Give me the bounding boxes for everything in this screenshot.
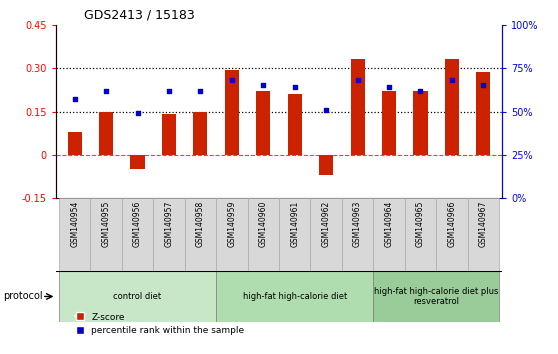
Bar: [216, 271, 373, 322]
Bar: [413, 91, 427, 155]
Point: [479, 82, 488, 88]
Bar: [90, 198, 122, 271]
Point: [322, 107, 331, 113]
Legend: Z-score, percentile rank within the sample: Z-score, percentile rank within the samp…: [71, 309, 248, 339]
Text: control diet: control diet: [113, 292, 162, 301]
Bar: [373, 198, 405, 271]
Bar: [225, 70, 239, 155]
Point: [290, 84, 299, 90]
Text: GDS2413 / 15183: GDS2413 / 15183: [84, 8, 194, 21]
Point: [133, 110, 142, 116]
Bar: [445, 59, 459, 155]
Bar: [185, 198, 216, 271]
Bar: [193, 112, 208, 155]
Bar: [382, 91, 396, 155]
Bar: [59, 198, 90, 271]
Bar: [162, 114, 176, 155]
Text: GSM140964: GSM140964: [384, 200, 393, 247]
Text: GSM140965: GSM140965: [416, 200, 425, 247]
Bar: [287, 94, 302, 155]
Point: [353, 78, 362, 83]
Text: GSM140954: GSM140954: [70, 200, 79, 247]
Bar: [310, 198, 342, 271]
Bar: [350, 59, 365, 155]
Bar: [373, 271, 499, 322]
Bar: [405, 198, 436, 271]
Text: high-fat high-calorie diet plus
resveratrol: high-fat high-calorie diet plus resverat…: [374, 287, 498, 306]
Point: [227, 78, 236, 83]
Point: [448, 78, 456, 83]
Bar: [122, 198, 153, 271]
Text: GSM140960: GSM140960: [259, 200, 268, 247]
Bar: [477, 73, 490, 155]
Bar: [153, 198, 185, 271]
Bar: [59, 271, 216, 322]
Bar: [436, 198, 468, 271]
Text: GSM140956: GSM140956: [133, 200, 142, 247]
Text: GSM140959: GSM140959: [227, 200, 237, 247]
Bar: [468, 198, 499, 271]
Point: [384, 84, 393, 90]
Text: GSM140962: GSM140962: [321, 200, 331, 247]
Point: [259, 82, 268, 88]
Text: GSM140963: GSM140963: [353, 200, 362, 247]
Point: [165, 88, 174, 93]
Text: GSM140966: GSM140966: [448, 200, 456, 247]
Text: GSM140961: GSM140961: [290, 200, 299, 247]
Text: GSM140955: GSM140955: [102, 200, 110, 247]
Text: GSM140967: GSM140967: [479, 200, 488, 247]
Text: protocol: protocol: [3, 291, 42, 302]
Text: high-fat high-calorie diet: high-fat high-calorie diet: [243, 292, 347, 301]
Bar: [342, 198, 373, 271]
Bar: [279, 198, 310, 271]
Point: [416, 88, 425, 93]
Bar: [216, 198, 248, 271]
Bar: [256, 91, 271, 155]
Bar: [319, 155, 333, 175]
Bar: [68, 132, 81, 155]
Point: [196, 88, 205, 93]
Text: GSM140958: GSM140958: [196, 200, 205, 247]
Bar: [99, 112, 113, 155]
Text: GSM140957: GSM140957: [165, 200, 174, 247]
Bar: [131, 155, 145, 169]
Point: [102, 88, 110, 93]
Point: [70, 97, 79, 102]
Bar: [248, 198, 279, 271]
